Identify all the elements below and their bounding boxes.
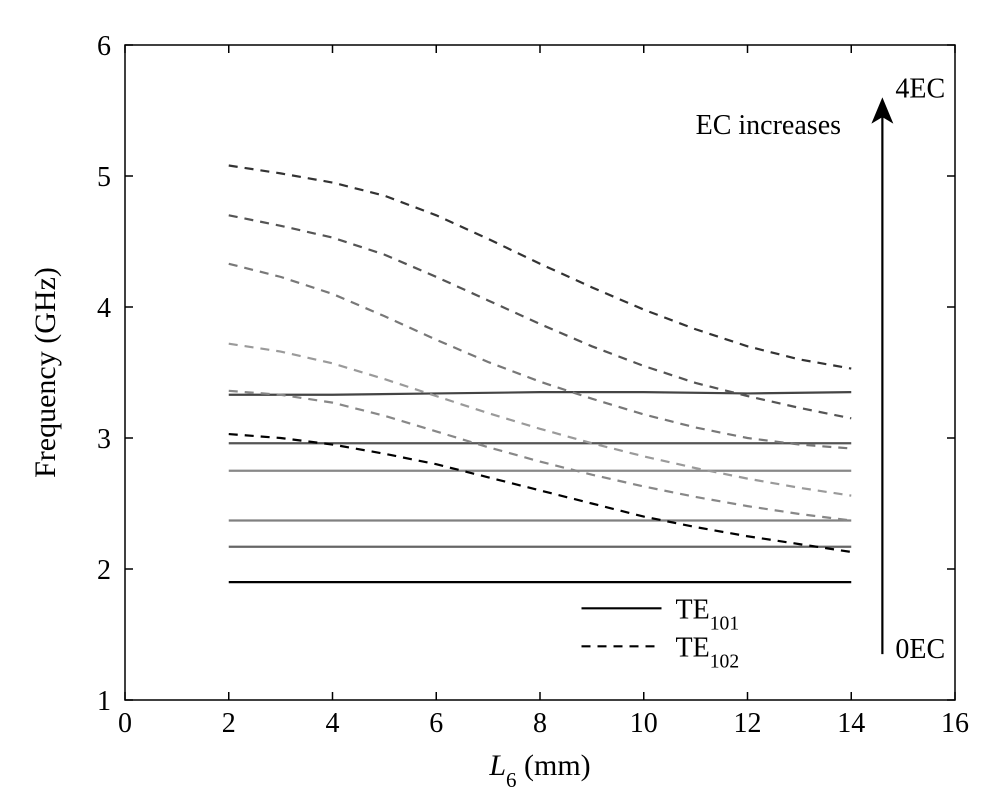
svg-text:6: 6 bbox=[97, 31, 111, 62]
svg-text:0: 0 bbox=[118, 708, 132, 739]
svg-text:4: 4 bbox=[326, 708, 340, 739]
svg-text:16: 16 bbox=[941, 708, 969, 739]
svg-text:5: 5 bbox=[97, 162, 111, 193]
chart-container: 0246810121416123456L6 (mm)Frequency (GHz… bbox=[0, 0, 1000, 793]
svg-text:3: 3 bbox=[97, 424, 111, 455]
svg-text:4: 4 bbox=[97, 293, 111, 324]
frequency-vs-l6-chart: 0246810121416123456L6 (mm)Frequency (GHz… bbox=[0, 0, 1000, 793]
svg-text:2: 2 bbox=[222, 708, 236, 739]
svg-text:6: 6 bbox=[429, 708, 443, 739]
svg-text:Frequency (GHz): Frequency (GHz) bbox=[29, 267, 62, 478]
svg-text:1: 1 bbox=[97, 686, 111, 717]
svg-text:14: 14 bbox=[837, 708, 865, 739]
annotation-ec-increases: EC increases bbox=[696, 110, 841, 141]
annotation-4ec: 4EC bbox=[895, 73, 945, 104]
svg-text:8: 8 bbox=[533, 708, 547, 739]
annotation-0ec: 0EC bbox=[895, 634, 945, 665]
svg-text:12: 12 bbox=[734, 708, 762, 739]
svg-text:2: 2 bbox=[97, 555, 111, 586]
svg-text:10: 10 bbox=[630, 708, 658, 739]
